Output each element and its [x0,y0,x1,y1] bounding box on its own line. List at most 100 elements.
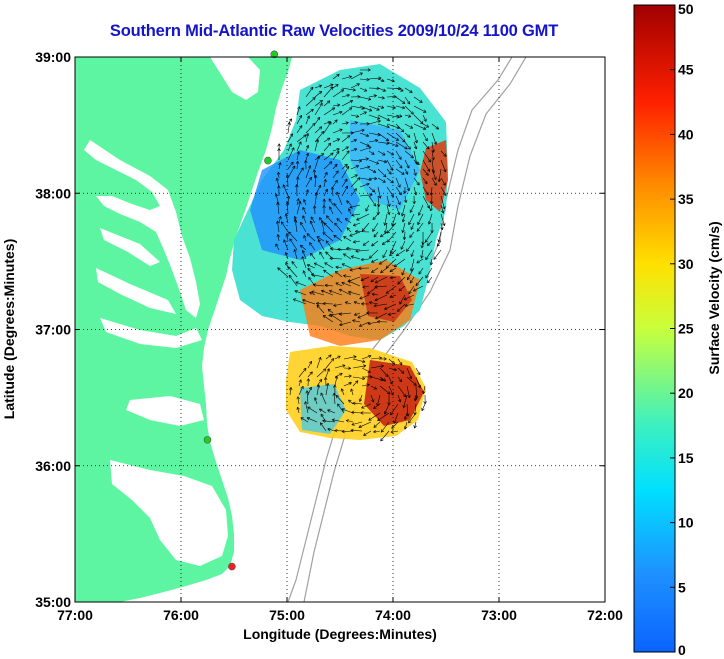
velocity-vector-head [380,438,384,442]
velocity-vector [352,320,361,323]
velocity-vector [350,105,365,109]
velocity-vector [404,177,410,192]
velocity-vector [309,242,316,251]
velocity-vector-head [409,89,413,93]
velocity-vector [379,258,388,265]
velocity-vector [368,186,376,193]
velocity-vector-head [327,409,331,413]
velocity-vector-head [297,106,301,110]
velocity-vector-head [306,115,310,119]
velocity-vector [440,195,445,210]
velocity-vector [319,408,327,414]
velocity-vector [440,222,443,230]
velocity-vector [332,148,340,152]
velocity-vector-head [363,88,368,92]
velocity-vector [386,141,399,147]
velocity-vector [328,198,334,206]
velocity-vector-head [398,288,402,292]
velocity-vector-head [383,222,387,226]
velocity-vector-head [403,393,407,398]
velocity-vector-head [341,281,345,285]
velocity-vector-head [358,424,362,428]
velocity-vector [390,240,397,254]
velocity-vector-head [373,405,377,409]
velocity-vector [423,385,426,394]
velocity-vector-head [416,182,420,186]
velocity-vector [337,403,345,414]
velocity-vector [343,275,352,278]
velocity-vector-head [325,251,329,255]
velocity-vector-head [382,88,386,92]
velocity-vector [341,430,354,432]
velocity-vector-head [296,198,300,202]
velocity-vector [403,231,406,240]
velocity-vector [391,421,399,429]
velocity-vector [302,270,307,278]
velocity-vector [341,178,348,188]
velocity-vector [311,274,325,278]
velocity-vector [341,282,352,287]
velocity-vector-head [278,162,282,166]
velocity-vector [422,195,430,209]
velocity-vector [288,274,298,287]
velocity-vector [395,114,403,117]
velocity-vector-head [388,171,392,175]
velocity-vector [415,385,418,399]
velocity-vector-head [313,397,318,401]
velocity-vector-head [378,356,382,360]
velocity-vector [325,358,335,369]
velocity-vector-head [308,386,312,391]
velocity-vector [275,243,280,251]
velocity-vector-head [397,308,401,312]
velocity-vector-head [346,165,350,170]
velocity-vector [287,165,296,179]
velocity-vector [386,177,394,184]
velocity-vector-head [389,252,393,257]
velocity-vector-head [390,193,394,198]
velocity-vector [413,285,424,292]
velocity-vector-head [401,171,405,175]
velocity-vector-head [309,371,313,375]
velocity-vector-head [380,269,384,274]
velocity-vector [314,184,321,197]
velocity-vector [370,276,379,283]
velocity-vector-head [344,185,349,189]
velocity-vector [329,258,343,260]
velocity-vector-head [362,359,366,364]
velocity-vector-head [295,184,299,188]
velocity-vector [352,365,367,369]
velocity-vector [339,312,352,315]
velocity-vector [359,158,369,161]
velocity-vector-head [334,222,338,226]
velocity-vector-head [312,169,317,173]
velocity-vector [298,386,304,396]
velocity-vector [359,87,368,92]
velocity-vector [431,123,439,130]
velocity-vector-head [346,150,350,154]
velocity-vector [314,175,317,188]
velocity-vector [377,123,390,128]
y-tick-label: 36:00 [35,458,71,474]
velocity-vector-head [401,219,406,223]
velocity-vector-head [308,276,312,281]
velocity-vector-head [443,153,447,157]
velocity-vector-head [404,303,408,308]
velocity-vector [310,220,316,233]
velocity-vector [368,177,377,180]
velocity-vector-head [386,230,390,234]
velocity-vector-head [391,425,395,429]
velocity-vector [413,168,417,176]
velocity-vector-head [387,211,391,215]
colorbar-tick-label: 10 [678,515,694,531]
velocity-vector-head [328,313,332,317]
velocity-vector-head [423,118,427,122]
velocity-vector-head [332,392,336,396]
velocity-vector-head [391,361,396,365]
velocity-vector [413,114,424,125]
velocity-vector [350,148,357,152]
velocity-vector-head [318,91,323,95]
velocity-vector-head [350,428,354,433]
velocity-vector [422,132,428,142]
velocity-vector [327,409,336,414]
velocity-vector [314,117,321,125]
